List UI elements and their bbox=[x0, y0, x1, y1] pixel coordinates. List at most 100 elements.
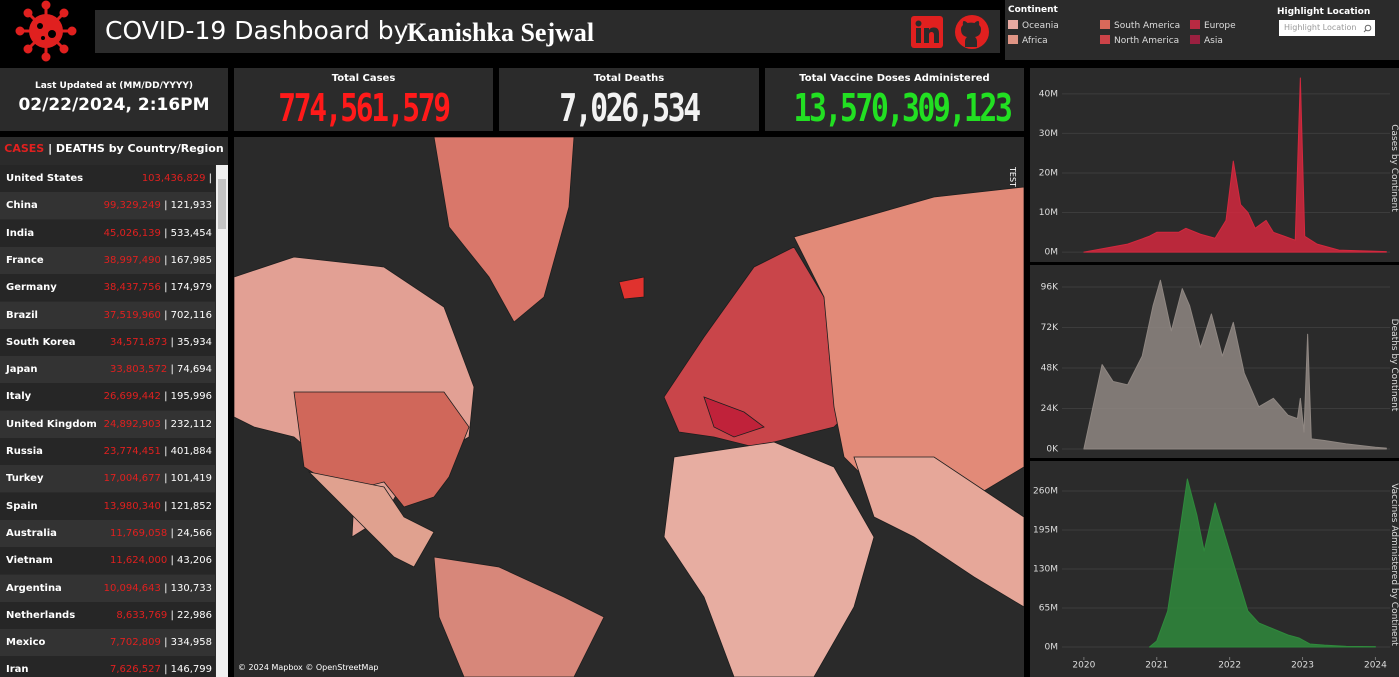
kpi-label: Total Deaths bbox=[593, 73, 665, 84]
iceland bbox=[618, 276, 645, 300]
deaths-value: 121,933 bbox=[170, 200, 212, 212]
world-map: © 2024 Mapbox © OpenStreetMap TEST bbox=[234, 137, 1024, 677]
deaths-value: 232,112 bbox=[170, 418, 212, 430]
y-tick-label: 130M bbox=[1033, 564, 1058, 574]
area bbox=[1083, 77, 1387, 253]
country-name: Argentina bbox=[6, 582, 62, 594]
legend-swatch bbox=[1190, 35, 1200, 44]
cases-value: 7,702,809 bbox=[110, 637, 161, 649]
kpi-vaccines: Total Vaccine Doses Administered 13,570,… bbox=[765, 68, 1024, 131]
search-icon bbox=[1363, 24, 1372, 33]
table-row: France 38,997,490 | 167,985 bbox=[0, 246, 215, 274]
table-row: India 45,026,139 | 533,454 bbox=[0, 219, 215, 247]
separator: | bbox=[167, 527, 177, 539]
header-rest: DEATHS by Country/Region bbox=[55, 142, 224, 155]
cases-value: 13,980,340 bbox=[103, 500, 161, 512]
country-name: India bbox=[6, 227, 35, 239]
row-values: 34,571,873 | 35,934 bbox=[100, 329, 212, 356]
legend-swatch bbox=[1008, 35, 1018, 44]
legend-item[interactable]: South America bbox=[1100, 20, 1180, 31]
kpi-label: Last Updated at (MM/DD/YYYY) bbox=[34, 81, 194, 91]
country-name: Australia bbox=[6, 527, 57, 539]
github-icon[interactable] bbox=[953, 13, 991, 51]
legend-label: Europe bbox=[1204, 21, 1236, 31]
separator: | bbox=[167, 555, 177, 567]
row-values: 38,437,756 | 174,979 bbox=[100, 274, 212, 301]
highlight-input[interactable]: Highlight Location bbox=[1279, 20, 1375, 36]
legend-swatch bbox=[1008, 20, 1018, 29]
scrollbar[interactable] bbox=[216, 165, 228, 677]
axis-title: Cases by Continent bbox=[1389, 124, 1399, 212]
scroll-thumb[interactable] bbox=[218, 179, 226, 229]
country-name: Vietnam bbox=[6, 555, 53, 567]
legend-item[interactable]: North America bbox=[1100, 35, 1179, 46]
cases-value: 103,436,829 bbox=[141, 173, 206, 184]
table-row: Spain 13,980,340 | 121,852 bbox=[0, 492, 215, 520]
cases-value: 38,437,756 bbox=[103, 282, 161, 294]
chart-panel bbox=[1030, 68, 1399, 262]
greenland bbox=[433, 137, 575, 323]
deaths-value: 702,116 bbox=[170, 309, 212, 321]
deaths-value: 74,694 bbox=[177, 364, 212, 376]
map-tag: TEST bbox=[1008, 166, 1017, 187]
table-row: United Kingdom 24,892,903 | 232,112 bbox=[0, 410, 215, 438]
separator: | bbox=[160, 637, 171, 649]
kpi-value: 7,026,534 bbox=[559, 86, 701, 130]
axis-title: Deaths by Continent bbox=[1389, 319, 1399, 412]
legend-swatch bbox=[1100, 20, 1110, 29]
y-tick-label: 260M bbox=[1033, 487, 1058, 497]
y-tick-label: 10M bbox=[1039, 208, 1058, 218]
separator: | bbox=[160, 664, 171, 676]
legend-title: Continent bbox=[1008, 5, 1058, 15]
y-tick-label: 48K bbox=[1041, 363, 1059, 373]
cases-value: 11,769,058 bbox=[110, 527, 168, 539]
separator: | bbox=[160, 227, 171, 239]
continent-charts: 0M 10M 20M 30M 40M Cases by Continent 0K 24K 48K… bbox=[1030, 68, 1399, 677]
x-tick-label: 2022 bbox=[1218, 661, 1241, 671]
legend-item[interactable]: Oceania bbox=[1008, 20, 1059, 31]
area bbox=[1083, 279, 1387, 450]
legend-item[interactable]: Europe bbox=[1190, 20, 1236, 31]
cases-value: 99,329,249 bbox=[103, 200, 161, 212]
kpi-cases: Total Cases 774,561,579 bbox=[234, 68, 493, 131]
country-table: CASES | DEATHS by Country/Region United … bbox=[0, 137, 228, 677]
separator: | bbox=[160, 446, 171, 457]
kpi-value: 774,561,579 bbox=[278, 86, 451, 130]
cases-value: 17,004,677 bbox=[103, 473, 161, 485]
legend-label: Oceania bbox=[1022, 21, 1059, 31]
kpi-value: 13,570,309,123 bbox=[793, 86, 1012, 130]
country-name: Japan bbox=[6, 364, 38, 376]
legend-item[interactable]: Asia bbox=[1190, 35, 1223, 46]
y-tick-label: 195M bbox=[1033, 526, 1058, 536]
country-name: Iran bbox=[6, 664, 29, 676]
row-values: 33,803,572 | 74,694 bbox=[100, 356, 212, 383]
country-name: Spain bbox=[6, 500, 38, 512]
kpi-updated: Last Updated at (MM/DD/YYYY) 02/22/2024,… bbox=[0, 68, 228, 131]
table-row: South Korea 34,571,873 | 35,934 bbox=[0, 328, 215, 356]
legend-label: Asia bbox=[1204, 36, 1223, 46]
africa bbox=[663, 441, 875, 677]
author-name: Kanishka Sejwal bbox=[407, 18, 595, 47]
table-row: Japan 33,803,572 | 74,694 bbox=[0, 356, 215, 384]
table-row: Netherlands 8,633,769 | 22,986 bbox=[0, 601, 215, 629]
x-tick-label: 2023 bbox=[1291, 661, 1314, 671]
separator: | bbox=[205, 173, 212, 184]
linkedin-icon[interactable] bbox=[910, 15, 944, 49]
legend-swatch bbox=[1100, 35, 1110, 44]
table-row: Australia 11,769,058 | 24,566 bbox=[0, 519, 215, 547]
table-row: Russia 23,774,451 | 401,884 bbox=[0, 438, 215, 465]
separator: | bbox=[167, 364, 177, 376]
cases-value: 33,803,572 bbox=[110, 364, 168, 376]
country-name: Netherlands bbox=[6, 609, 76, 621]
y-tick-label: 96K bbox=[1041, 282, 1059, 292]
row-values: 13,980,340 | 121,852 bbox=[100, 493, 212, 520]
cases-value: 8,633,769 bbox=[116, 609, 168, 621]
y-tick-label: 0M bbox=[1045, 642, 1059, 652]
row-values: 11,624,000 | 43,206 bbox=[100, 547, 212, 574]
title-bar: COVID-19 Dashboard by Kanishka Sejwal bbox=[95, 10, 1000, 53]
legend-item[interactable]: Africa bbox=[1008, 35, 1048, 46]
x-tick-label: 2020 bbox=[1072, 661, 1095, 671]
separator: | bbox=[160, 282, 171, 294]
